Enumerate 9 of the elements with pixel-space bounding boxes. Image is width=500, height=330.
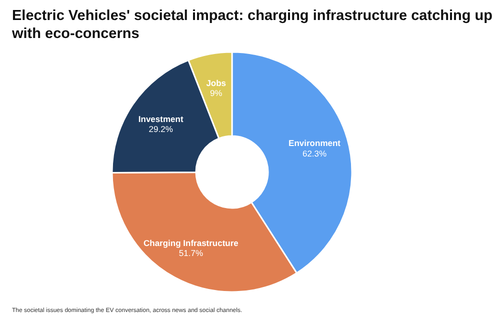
slice-label: Charging Infrastructure: [143, 238, 239, 248]
data-label: 9%: [210, 88, 223, 98]
slice-label: Investment: [138, 114, 184, 124]
slice-label: Jobs: [206, 78, 226, 88]
data-label: 62.3%: [302, 148, 328, 158]
chart-title: Electric Vehicles' societal impact: charging infrastructure catching up with eco-concerns: [11, 8, 493, 42]
data-label: 29.2%: [148, 124, 174, 134]
slice-label: Environment: [288, 138, 341, 148]
data-label: 51.7%: [178, 248, 204, 258]
